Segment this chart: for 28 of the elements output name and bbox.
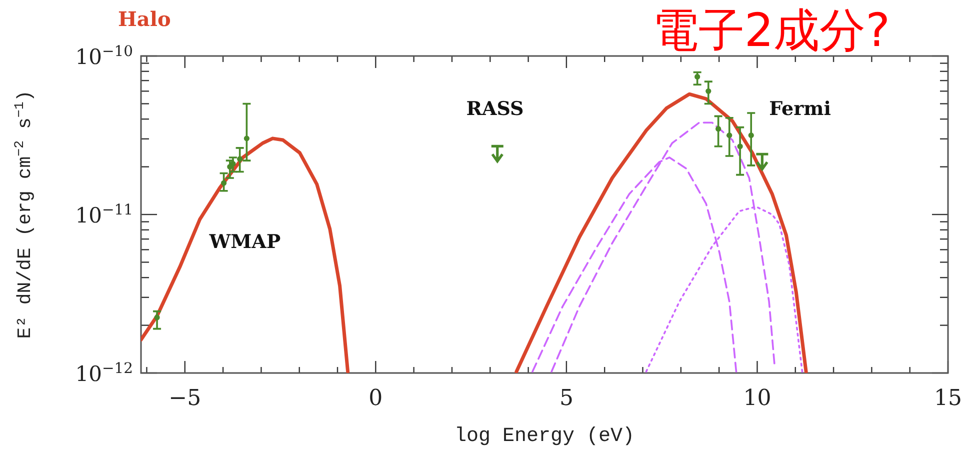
line-series — [141, 136, 350, 373]
x-axis-title: log Energy (eV) — [454, 425, 635, 448]
point — [737, 144, 743, 150]
point — [706, 88, 712, 94]
x-tick-label: 10 — [743, 386, 772, 411]
x-tick-label: 0 — [368, 386, 383, 411]
point — [748, 132, 754, 138]
y-tick-label: 10$^{−10}$ — [75, 42, 133, 69]
point — [154, 314, 160, 320]
x-tick-label: 5 — [559, 386, 574, 411]
annotation: Fermi — [769, 98, 831, 120]
point — [221, 180, 227, 186]
point — [754, 152, 770, 170]
point — [726, 132, 732, 138]
point — [244, 136, 250, 142]
x-tick-label: −5 — [168, 386, 202, 411]
point — [694, 74, 700, 80]
x-tick-label: 15 — [934, 386, 962, 411]
annotation: RASS — [466, 98, 524, 120]
point — [490, 144, 505, 163]
y-tick-label: 10$^{−11}$ — [75, 201, 133, 228]
chart-title: Halo — [118, 7, 171, 31]
annotation: WMAP — [208, 231, 281, 253]
y-tick-label: 10$^{−12}$ — [75, 360, 133, 386]
annotation: 電子2成分? — [652, 3, 890, 57]
point — [230, 160, 236, 167]
point — [237, 156, 243, 162]
point — [716, 126, 722, 132]
